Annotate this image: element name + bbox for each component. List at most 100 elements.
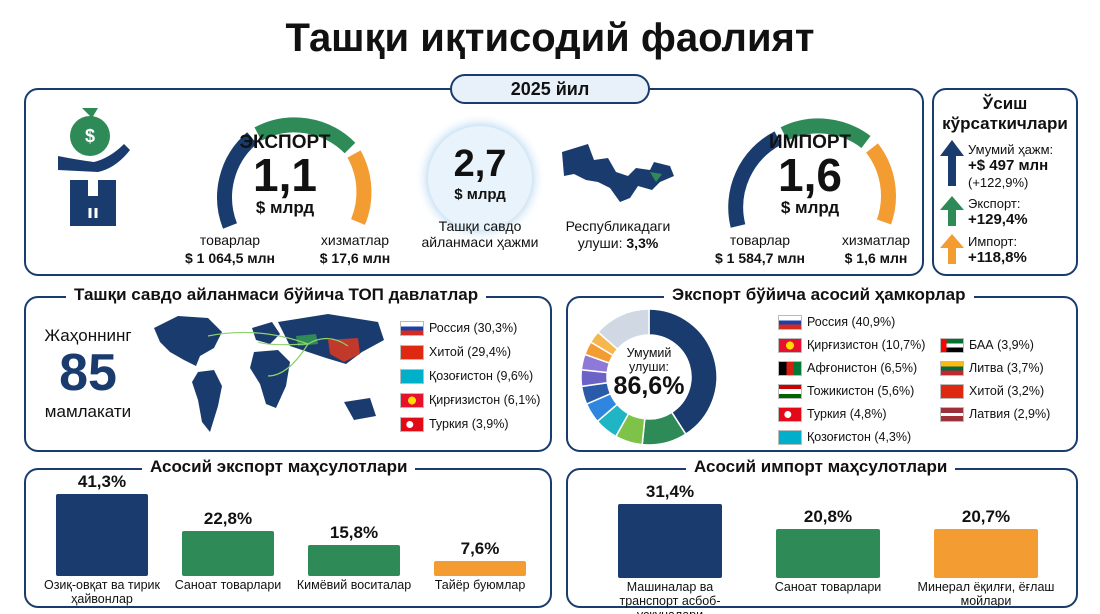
growth-import-value: +118,8%	[968, 249, 1027, 266]
growth-import-label: Импорт:	[968, 234, 1018, 249]
donut-slice-1	[648, 308, 718, 436]
republic-share-label: улуши:	[577, 235, 623, 251]
donut-slice-other	[596, 308, 650, 351]
partner-left-3: Афғонистон (6,5%)	[778, 360, 917, 377]
import-product-bar-2	[776, 528, 880, 578]
import-product-bar-value-3: 20,7%	[961, 507, 1011, 527]
import-gauge-services-arc	[865, 143, 896, 225]
uae-flag-icon	[940, 338, 964, 354]
top-country-2: Хитой (29,4%)	[400, 344, 511, 361]
turkey-flag-icon	[778, 407, 802, 423]
import-gauge	[728, 118, 896, 228]
top-country-5: Туркия (3,9%)	[400, 416, 509, 433]
import-gauge-value: 1,6	[778, 149, 842, 201]
partner-left-2: Қирғизистон (10,7%)	[778, 337, 925, 354]
growth-total-value: +$ 497 млн	[968, 157, 1049, 174]
turnover-unit: $ млрд	[454, 186, 506, 203]
world-map-icon	[154, 314, 384, 432]
kyrgyzstan-flag-icon	[400, 393, 424, 409]
export-goods-label: товарлар	[199, 232, 261, 248]
year-badge: 2025 йил	[450, 74, 650, 104]
donut-center-label-2: улуши:	[628, 360, 669, 374]
partner-right-4: Латвия (2,9%)	[940, 406, 1050, 423]
russia-flag-icon	[400, 321, 424, 337]
growth-export-label: Экспорт:	[968, 196, 1021, 211]
arrow-up-orange-icon	[940, 234, 964, 264]
export-product-bar-label-1: Озиқ-овқат ва тирик ҳайвонлар	[43, 578, 161, 606]
import-services-label: хизматлар	[841, 232, 911, 248]
growth-total-pct: (+122,9%)	[968, 175, 1029, 190]
export-gauge-value: 1,1	[253, 149, 317, 201]
import-goods-label: товарлар	[729, 232, 791, 248]
export-product-bar-value-1: 41,3%	[77, 472, 127, 491]
republic-share-line: улуши: 3,3%	[548, 235, 688, 251]
export-product-bar-label-4: Тайёр буюмлар	[434, 578, 526, 592]
growth-export-value: +129,4%	[968, 211, 1028, 228]
turkey-flag-icon	[400, 417, 424, 433]
kyrgyzstan-flag-icon	[778, 338, 802, 354]
kazakhstan-flag-icon	[400, 369, 424, 385]
import-product-bar-3	[934, 529, 1038, 578]
china-flag-icon	[940, 384, 964, 400]
lithuania-flag-icon	[940, 361, 964, 377]
import-services-value: $ 1,6 млн	[844, 250, 908, 266]
export-product-bar-label-2: Саноат товарлари	[174, 578, 282, 592]
growth-title-1: Ўсиш	[982, 94, 1028, 113]
russia-flag-icon	[778, 315, 802, 331]
import-product-bar-label-1: Машиналар ва транспорт асбоб-ускуналари	[619, 580, 721, 614]
top-country-4: Қирғизистон (6,1%)	[400, 392, 540, 409]
export-partners-donut	[580, 308, 718, 446]
import-product-bar-label-3: Минерал ёқилғи, ёғлаш мойлари	[917, 580, 1055, 608]
export-goods-value: $ 1 064,5 млн	[185, 250, 275, 266]
export-partners-title: Экспорт бўйича асосий ҳамкорлар	[664, 285, 974, 305]
republic-share-value: 3,3%	[626, 235, 659, 251]
export-gauge-mid-arc	[254, 117, 356, 154]
export-product-bar-3	[308, 544, 400, 576]
growth-panel	[932, 88, 1078, 276]
export-gauge	[217, 117, 372, 229]
world-text-2: мамлакати	[44, 402, 132, 421]
export-product-bar-4	[434, 560, 526, 576]
turnover-caption-2: айланмаси ҳажми	[421, 234, 539, 250]
partner-right-3: Хитой (3,2%)	[940, 383, 1044, 400]
turnover-value: 2,7	[453, 143, 507, 185]
world-text-1: Жаҳоннинг	[44, 326, 132, 345]
import-product-bar-1	[618, 504, 722, 578]
arrow-up-navy-icon	[940, 140, 964, 186]
import-gauge-goods-arc	[728, 131, 782, 228]
donut-center-label-1: Умумий	[626, 346, 672, 360]
export-services-value: $ 17,6 млн	[319, 250, 391, 266]
import-product-bar-value-2: 20,8%	[803, 506, 853, 526]
export-product-bar-2	[182, 530, 274, 576]
export-product-bar-1	[56, 494, 148, 576]
kazakhstan-flag-icon	[778, 430, 802, 446]
latvia-flag-icon	[940, 407, 964, 423]
svg-text:$: $	[85, 126, 95, 146]
top-countries-title: Ташқи савдо айланмаси бўйича ТОП давлатл…	[66, 285, 487, 305]
import-products-title: Асосий импорт маҳсулотлари	[686, 457, 956, 477]
partner-right-1: БАА (3,9%)	[940, 337, 1034, 354]
top-country-3: Қозоғистон (9,6%)	[400, 368, 533, 385]
export-product-bar-label-3: Кимёвий воситалар	[296, 578, 412, 592]
partner-left-5: Туркия (4,8%)	[778, 406, 887, 423]
turnover-caption-1: Ташқи савдо	[438, 218, 522, 234]
turnover-circle	[428, 126, 532, 230]
export-product-bar-value-3: 15,8%	[329, 522, 379, 542]
arrow-up-green-icon	[940, 196, 964, 226]
import-product-bar-label-2: Саноат товарлари	[774, 580, 882, 594]
partner-right-2: Литва (3,7%)	[940, 360, 1044, 377]
afghanistan-flag-icon	[778, 361, 802, 377]
tajikistan-flag-icon	[778, 384, 802, 400]
partner-left-6: Қозоғистон (4,3%)	[778, 429, 911, 446]
import-gauge-unit: $ млрд	[780, 198, 840, 217]
import-gauge-mid-arc	[780, 118, 871, 149]
partner-left-1: Россия (40,9%)	[778, 314, 895, 331]
top-country-1: Россия (30,3%)	[400, 320, 517, 337]
donut-center-value: 86,6%	[613, 372, 685, 400]
uzbekistan-map-icon	[562, 144, 674, 202]
export-product-bar-value-4: 7,6%	[460, 538, 500, 558]
import-goods-value: $ 1 584,7 млн	[715, 250, 805, 266]
export-product-bar-value-2: 22,8%	[203, 508, 253, 528]
export-products-title: Асосий экспорт маҳсулотлари	[142, 457, 416, 477]
import-gauge-label: ИМПОРТ	[769, 132, 851, 153]
